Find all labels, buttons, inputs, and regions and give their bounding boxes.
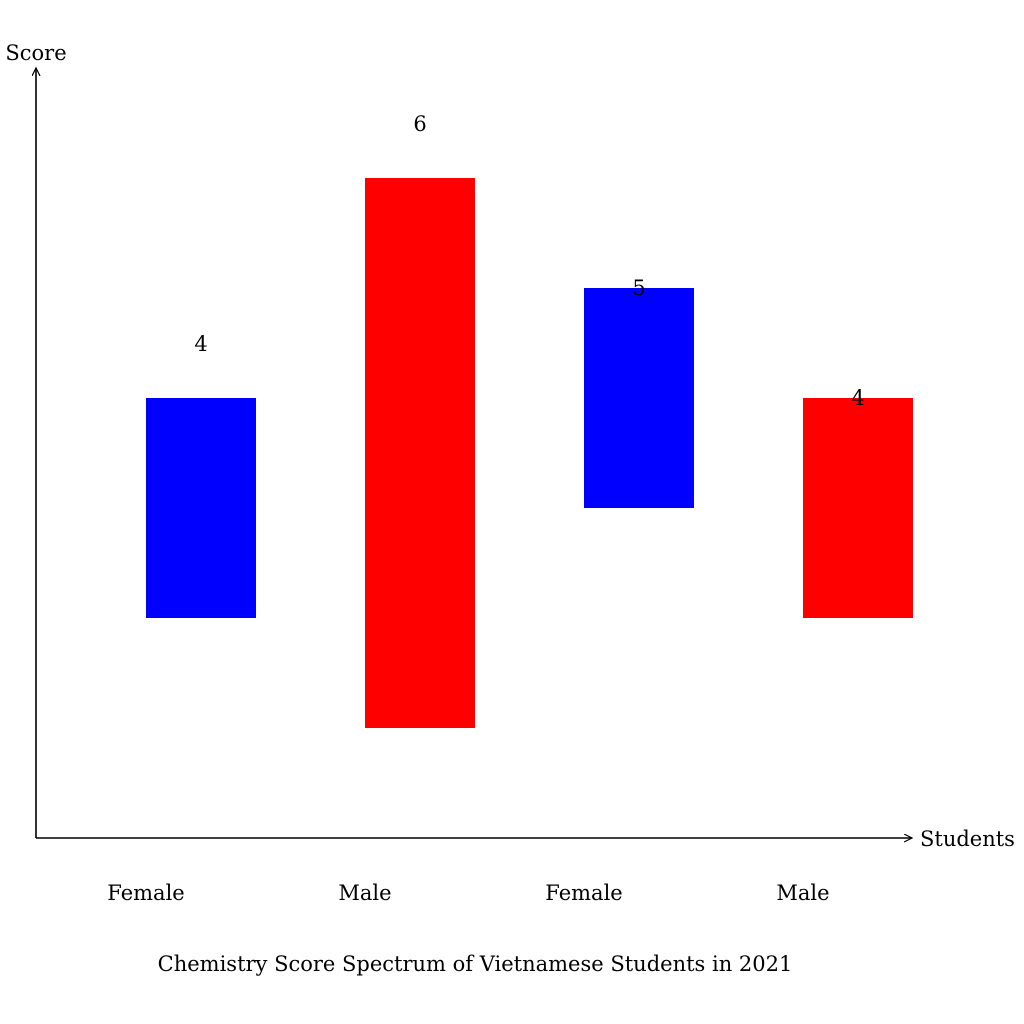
bar-value-label-4: 4 [851,386,864,410]
category-label-1: Female [107,881,184,905]
bar-3 [584,288,694,508]
bar-1 [146,398,256,618]
bar-2 [365,178,475,728]
bar-4 [803,398,913,618]
bar-value-label-1: 4 [194,332,207,356]
category-label-3: Female [545,881,622,905]
bar-value-label-2: 6 [413,112,426,136]
bar-series: 4 6 5 4 Female Male Female Male [107,112,913,905]
category-label-4: Male [776,881,829,905]
y-axis-label: Score [5,41,66,65]
x-axis-label: Students [920,827,1015,851]
bar-value-label-3: 5 [632,276,645,300]
chart-title: Chemistry Score Spectrum of Vietnamese S… [157,952,793,976]
category-label-2: Male [338,881,391,905]
